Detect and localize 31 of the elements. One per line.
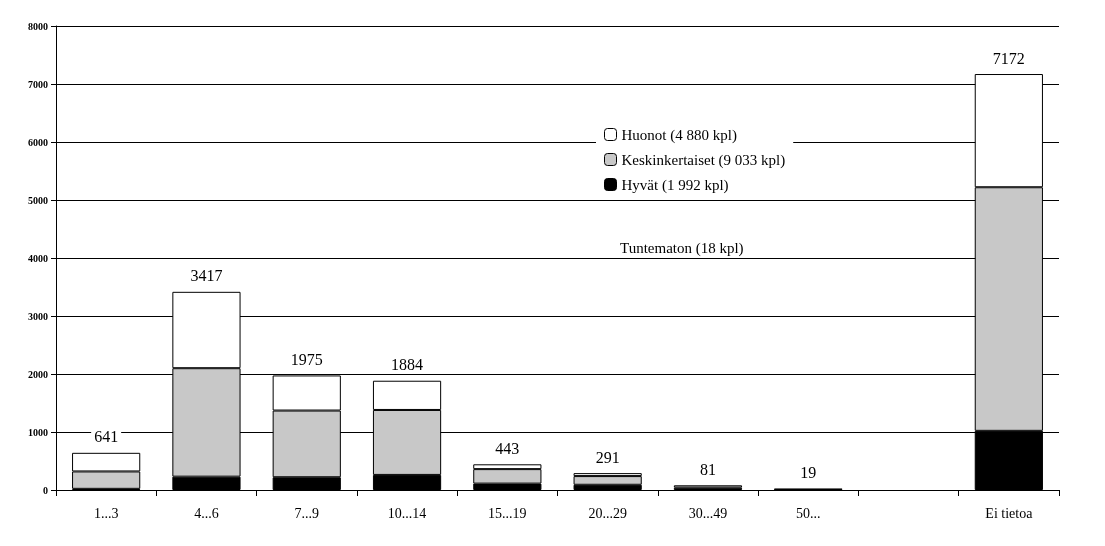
total-label: 7172 (992, 49, 1025, 67)
total-label: 641 (94, 428, 119, 446)
total-label: 19 (800, 464, 817, 482)
total-label: 291 (595, 448, 620, 466)
y-tick-label: 2000 (28, 368, 48, 380)
x-tick-label: 10...14 (387, 505, 427, 521)
total-label: 443 (495, 439, 520, 457)
y-tick-label: 7000 (28, 78, 48, 90)
y-tick-label: 1000 (28, 426, 48, 438)
x-tick-label: Ei tietoa (985, 505, 1034, 521)
legend-label: Keskinkertaiset (9 033 kpl) (621, 151, 786, 169)
total-label: 1884 (391, 356, 424, 374)
total-label: 81 (699, 460, 716, 478)
x-tick-label: 4...6 (194, 505, 219, 521)
y-tick-label: 4000 (28, 252, 48, 264)
x-tick-label: 15...19 (488, 505, 527, 521)
x-tick-label: 1...3 (93, 505, 119, 521)
y-tick-label: 8000 (28, 20, 48, 32)
x-tick-label: 50... (796, 505, 821, 521)
y-tick-label: 5000 (28, 194, 48, 206)
y-tick-label: 0 (43, 484, 48, 496)
y-tick-label: 3000 (28, 310, 48, 322)
x-tick-label: 20...29 (588, 505, 627, 521)
x-tick-label: 7...9 (294, 505, 319, 521)
y-tick-label: 6000 (28, 136, 48, 148)
legend-label: Hyvät (1 992 kpl) (621, 176, 729, 194)
annotation: Tuntematon (18 kpl) (620, 239, 744, 257)
legend-label: Huonot (4 880 kpl) (621, 126, 737, 144)
total-label: 3417 (190, 267, 223, 285)
total-label: 1975 (290, 350, 323, 368)
x-tick-label: 30...49 (688, 505, 728, 521)
